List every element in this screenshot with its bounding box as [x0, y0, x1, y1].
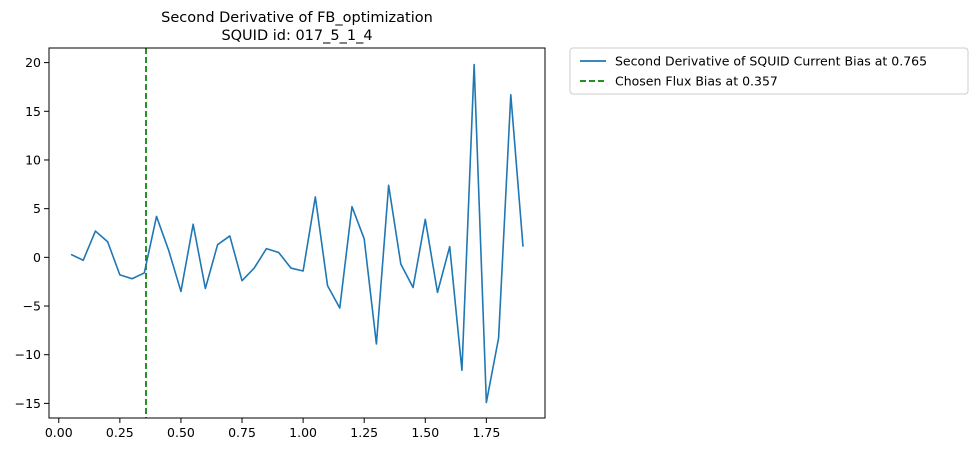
- chart-title-line-1: Second Derivative of FB_optimization: [161, 10, 433, 26]
- y-tick-label: 10: [25, 152, 41, 167]
- chart-title-line-2: SQUID id: 017_5_1_4: [221, 28, 372, 44]
- x-tick-label: 1.50: [411, 425, 439, 440]
- x-tick-label: 0.50: [167, 425, 195, 440]
- series-layer: [70, 63, 524, 404]
- y-tick-label: −5: [23, 299, 41, 314]
- axes-frame: [48, 47, 546, 419]
- x-tick-label: 0.25: [106, 425, 134, 440]
- x-tick-label: 1.25: [350, 425, 378, 440]
- y-tick-label: 0: [33, 250, 41, 265]
- y-tick-label: −15: [15, 396, 41, 411]
- y-tick-label: −10: [15, 347, 41, 362]
- x-tick-label: 1.75: [472, 425, 500, 440]
- y-tick-label: 20: [25, 55, 41, 70]
- x-tick-label: 0.00: [45, 425, 73, 440]
- y-axis-ticks: −15 −10 −5 0 5 10 15 20: [15, 55, 49, 411]
- legend-label-vline: Chosen Flux Bias at 0.357: [615, 74, 778, 89]
- series-line: [70, 63, 524, 404]
- x-axis-ticks: 0.00 0.25 0.50 0.75 1.00 1.25 1.50 1.75: [45, 418, 500, 440]
- plot-area: 0.00 0.25 0.50 0.75 1.00 1.25 1.50 1.75 −15−10−…: [15, 47, 546, 440]
- legend-label-series: Second Derivative of SQUID Current Bias …: [615, 54, 927, 69]
- y-tick-label: 5: [33, 201, 41, 216]
- x-tick-label: 1.00: [289, 425, 317, 440]
- legend-frame: [569, 47, 969, 95]
- legend: Second Derivative of SQUID Current Bias …: [569, 47, 969, 95]
- x-tick-label: 0.75: [228, 425, 256, 440]
- y-tick-label: 15: [25, 104, 41, 119]
